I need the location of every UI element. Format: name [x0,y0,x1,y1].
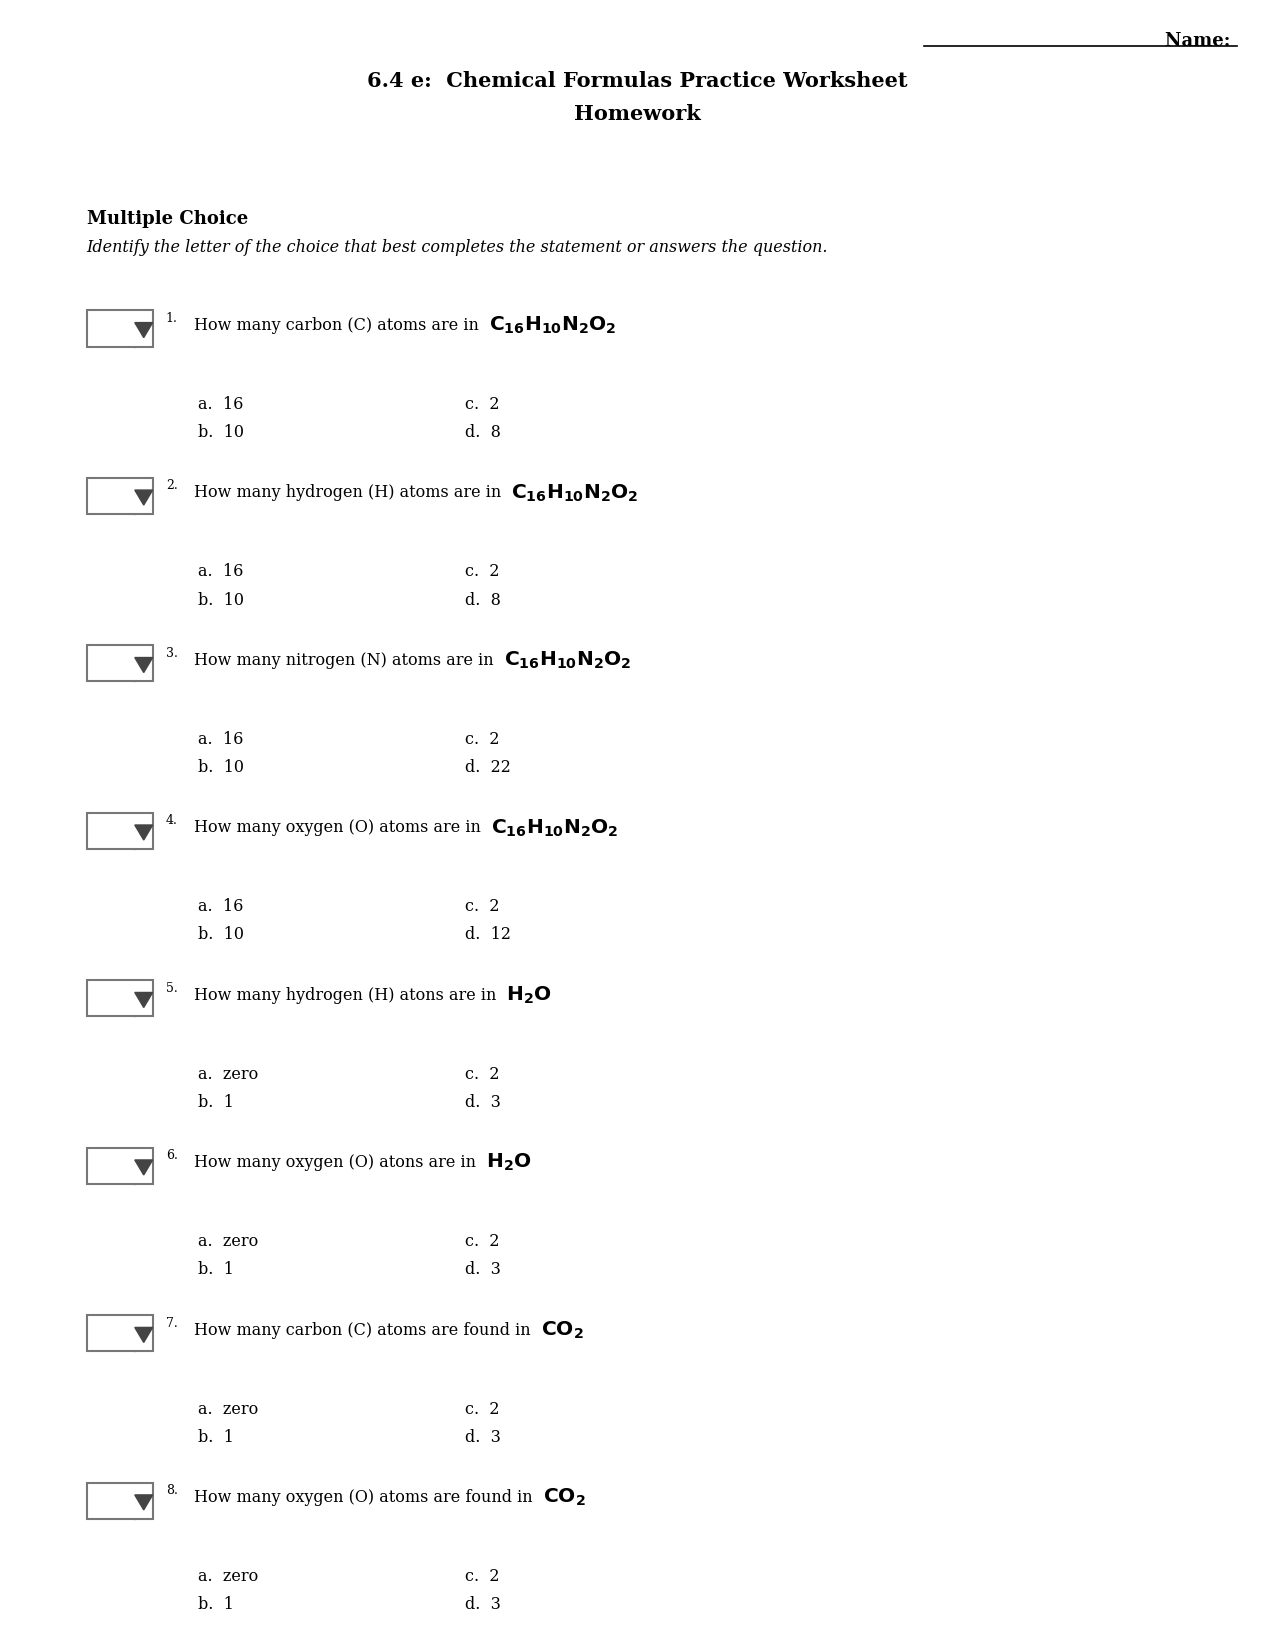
Text: c.  2: c. 2 [465,1569,500,1586]
Text: How many carbon (C) atoms are in: How many carbon (C) atoms are in [194,317,488,333]
Text: $\mathbf{C_{16}H_{10}N_2O_2}$: $\mathbf{C_{16}H_{10}N_2O_2}$ [488,315,617,337]
FancyBboxPatch shape [87,310,153,346]
Text: $\mathbf{H_2O}$: $\mathbf{H_2O}$ [486,1152,532,1173]
Text: How many hydrogen (H) atoms are in: How many hydrogen (H) atoms are in [194,485,511,502]
Text: b.  1: b. 1 [198,1597,233,1614]
FancyBboxPatch shape [87,812,153,848]
Text: 5.: 5. [166,982,177,995]
Text: Multiple Choice: Multiple Choice [87,210,247,228]
Text: 6.: 6. [166,1148,177,1162]
Text: a.  zero: a. zero [198,1066,258,1082]
Text: b.  1: b. 1 [198,1094,233,1110]
Text: d.  3: d. 3 [465,1094,501,1110]
Polygon shape [135,1495,153,1510]
Text: $\mathbf{CO_2}$: $\mathbf{CO_2}$ [541,1320,584,1341]
Text: b.  10: b. 10 [198,592,244,609]
Text: d.  3: d. 3 [465,1429,501,1445]
Text: a.  zero: a. zero [198,1569,258,1586]
Text: c.  2: c. 2 [465,731,500,747]
Text: d.  3: d. 3 [465,1597,501,1614]
Text: $\mathbf{CO_2}$: $\mathbf{CO_2}$ [543,1487,585,1508]
Text: How many hydrogen (H) atons are in: How many hydrogen (H) atons are in [194,987,506,1003]
FancyBboxPatch shape [87,478,153,515]
Text: Homework: Homework [574,104,701,124]
Text: a.  16: a. 16 [198,898,244,916]
Text: $\mathbf{C_{16}H_{10}N_2O_2}$: $\mathbf{C_{16}H_{10}N_2O_2}$ [504,650,631,672]
Text: c.  2: c. 2 [465,564,500,581]
Text: Identify the letter of the choice that best completes the statement or answers t: Identify the letter of the choice that b… [87,239,829,256]
Polygon shape [135,1327,153,1343]
Polygon shape [135,490,153,505]
Polygon shape [135,993,153,1008]
Text: a.  16: a. 16 [198,731,244,747]
Text: How many oxygen (O) atons are in: How many oxygen (O) atons are in [194,1155,486,1172]
Text: a.  zero: a. zero [198,1401,258,1417]
Text: d.  12: d. 12 [465,927,511,944]
Text: b.  10: b. 10 [198,424,244,441]
Text: How many nitrogen (N) atoms are in: How many nitrogen (N) atoms are in [194,652,504,668]
Text: a.  16: a. 16 [198,396,244,412]
Text: c.  2: c. 2 [465,1234,500,1251]
Text: d.  22: d. 22 [465,759,511,775]
Text: c.  2: c. 2 [465,396,500,412]
Text: b.  10: b. 10 [198,927,244,944]
FancyBboxPatch shape [87,980,153,1016]
Text: How many carbon (C) atoms are found in: How many carbon (C) atoms are found in [194,1322,541,1338]
Text: 2.: 2. [166,478,177,492]
FancyBboxPatch shape [87,1315,153,1351]
Text: Name:: Name: [1165,31,1237,50]
Text: 4.: 4. [166,815,177,827]
Text: a.  zero: a. zero [198,1234,258,1251]
Text: c.  2: c. 2 [465,898,500,916]
Text: d.  3: d. 3 [465,1262,501,1279]
Text: b.  10: b. 10 [198,759,244,775]
Text: b.  1: b. 1 [198,1429,233,1445]
Text: c.  2: c. 2 [465,1401,500,1417]
Text: 8.: 8. [166,1485,177,1497]
Text: $\mathbf{C_{16}H_{10}N_2O_2}$: $\mathbf{C_{16}H_{10}N_2O_2}$ [491,817,618,838]
Text: 1.: 1. [166,312,177,325]
FancyBboxPatch shape [87,1483,153,1520]
FancyBboxPatch shape [87,645,153,681]
Text: d.  8: d. 8 [465,424,501,441]
Text: a.  16: a. 16 [198,564,244,581]
Text: 3.: 3. [166,647,177,660]
Text: $\mathbf{C_{16}H_{10}N_2O_2}$: $\mathbf{C_{16}H_{10}N_2O_2}$ [511,482,639,503]
Text: 6.4 e:  Chemical Formulas Practice Worksheet: 6.4 e: Chemical Formulas Practice Worksh… [367,71,908,91]
Text: $\mathbf{H_2O}$: $\mathbf{H_2O}$ [506,985,552,1006]
Polygon shape [135,825,153,840]
Polygon shape [135,323,153,338]
Text: c.  2: c. 2 [465,1066,500,1082]
Text: How many oxygen (O) atoms are found in: How many oxygen (O) atoms are found in [194,1490,543,1506]
Text: b.  1: b. 1 [198,1262,233,1279]
Text: How many oxygen (O) atoms are in: How many oxygen (O) atoms are in [194,820,491,837]
FancyBboxPatch shape [87,1148,153,1185]
Polygon shape [135,658,153,673]
Text: d.  8: d. 8 [465,592,501,609]
Text: 7.: 7. [166,1317,177,1330]
Polygon shape [135,1160,153,1175]
